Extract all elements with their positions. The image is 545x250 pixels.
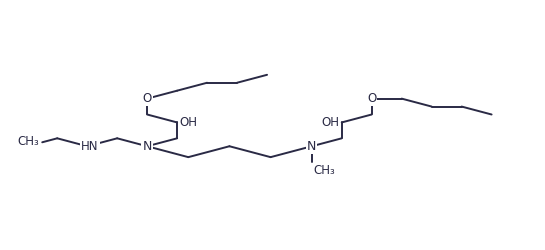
Text: N: N — [142, 140, 152, 153]
Text: OH: OH — [180, 116, 198, 129]
Text: O: O — [367, 92, 376, 105]
Text: CH₃: CH₃ — [18, 134, 40, 147]
Text: O: O — [143, 92, 152, 105]
Text: OH: OH — [321, 116, 339, 129]
Text: CH₃: CH₃ — [313, 164, 335, 177]
Text: N: N — [307, 140, 317, 153]
Text: HN: HN — [81, 140, 99, 153]
